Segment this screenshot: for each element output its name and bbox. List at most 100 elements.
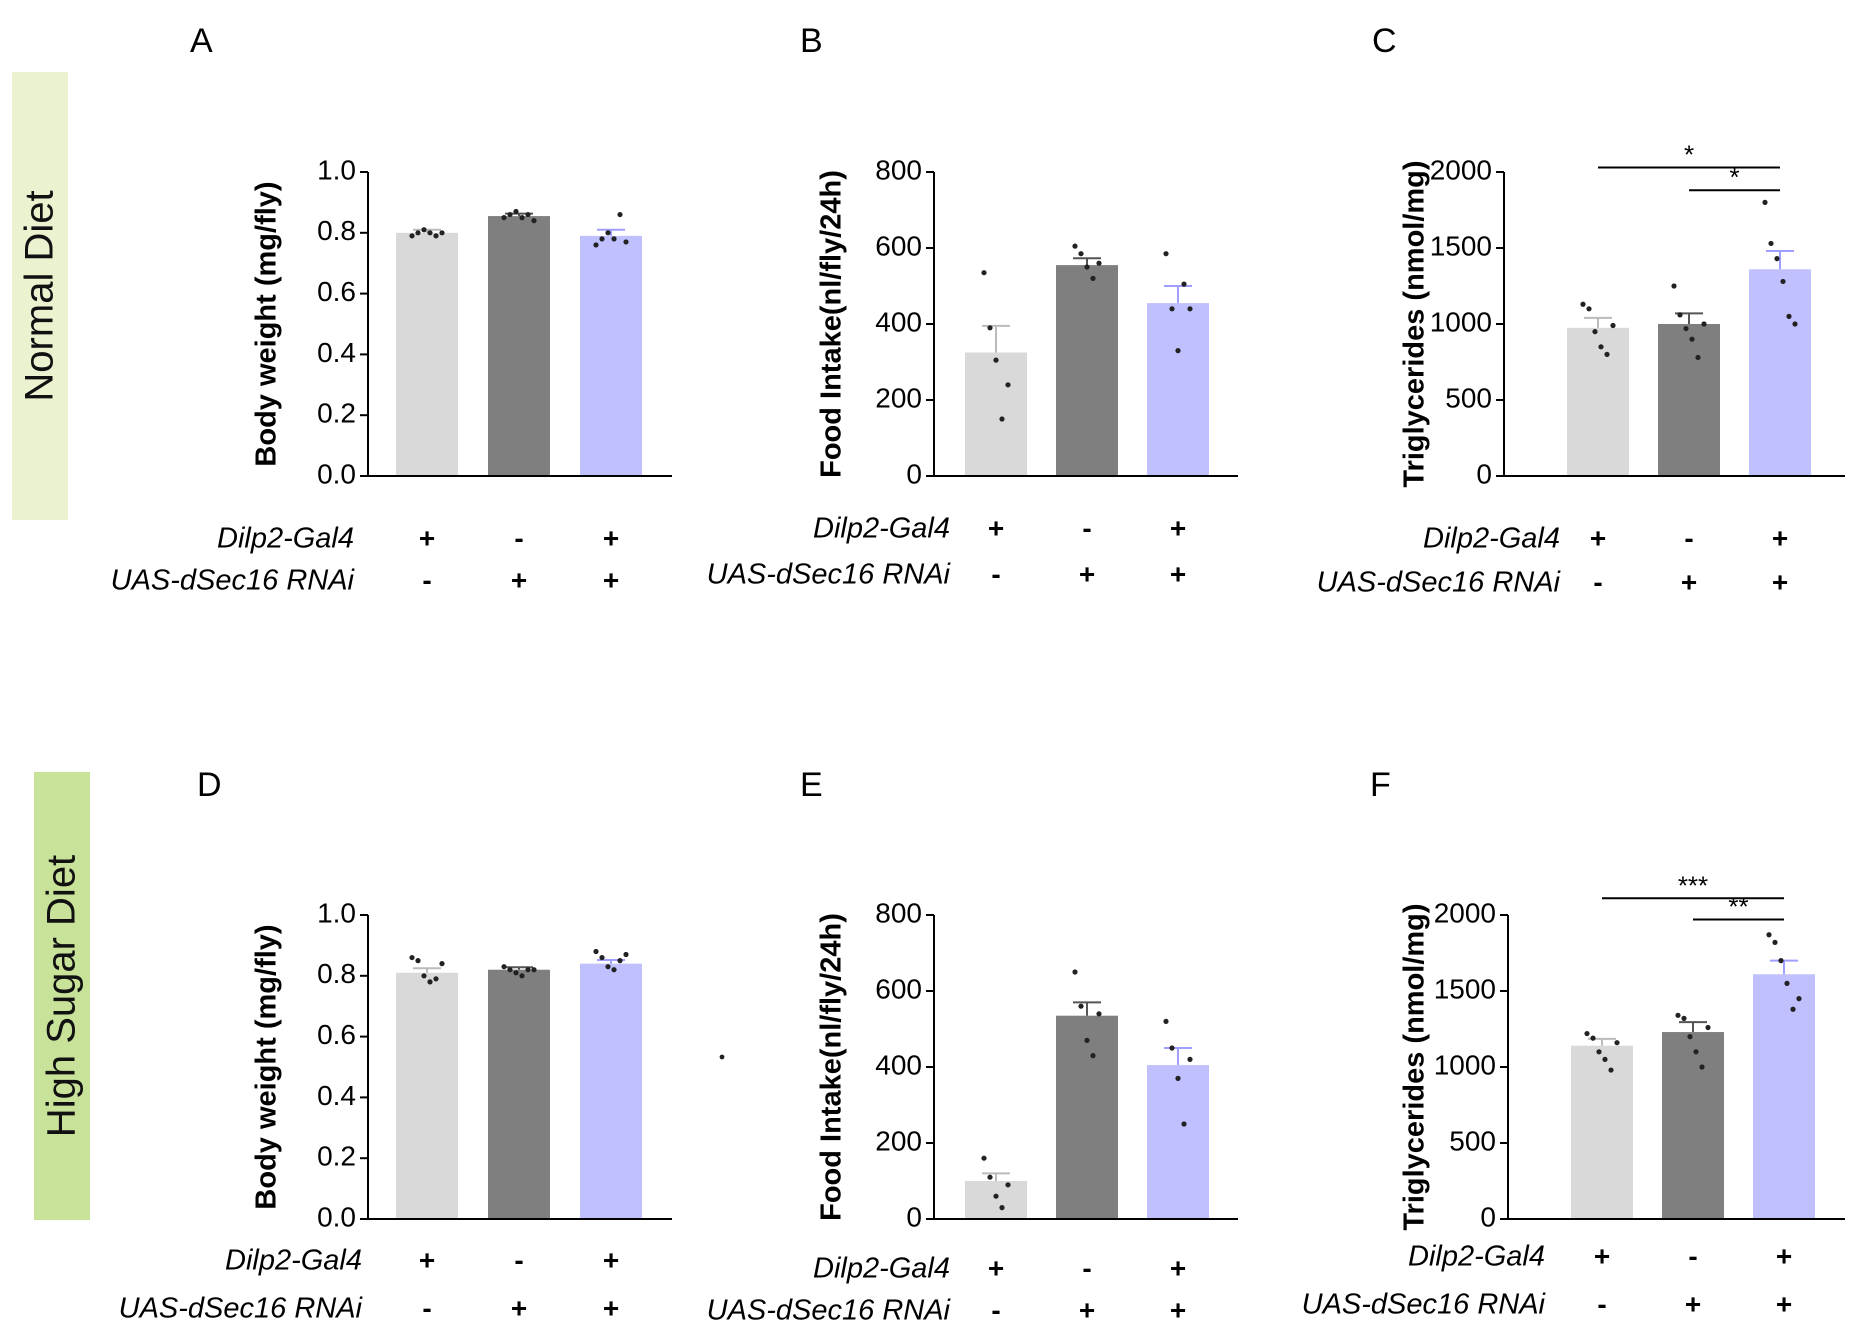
- data-point: [1163, 1018, 1169, 1024]
- data-point: [1681, 1015, 1687, 1021]
- y-axis-label: Food Intake(nl/fly/24h): [816, 170, 848, 478]
- data-point: [507, 211, 513, 218]
- genotype-label: Dilp2-Gal4: [1408, 1241, 1545, 1273]
- data-point: [1181, 281, 1187, 287]
- y-tick-label: 0: [906, 1201, 922, 1232]
- bar-3: [1147, 303, 1209, 476]
- genotype-sign: -: [1597, 1288, 1606, 1319]
- genotype-sign: -: [514, 522, 523, 553]
- y-tick-label: 0: [1476, 458, 1492, 489]
- bar-2: [1056, 265, 1118, 476]
- data-point: [531, 218, 537, 224]
- bar-3: [580, 963, 642, 1219]
- y-tick-label: 600: [875, 973, 922, 1004]
- data-point: [1090, 1053, 1096, 1059]
- data-point: [421, 973, 427, 979]
- genotype-sign: +: [1594, 1240, 1610, 1271]
- data-point: [1590, 1035, 1596, 1041]
- bar-1: [1567, 327, 1629, 476]
- data-point: [611, 967, 617, 973]
- data-point: [1687, 1034, 1693, 1040]
- data-point: [1096, 260, 1102, 266]
- genotype-sign: +: [1079, 1294, 1095, 1325]
- significance-label: *: [1729, 162, 1739, 192]
- y-tick-label: 1000: [1434, 1049, 1496, 1080]
- row-band-normal-diet: Normal Diet: [12, 72, 68, 520]
- data-point: [617, 958, 623, 964]
- genotype-sign: +: [1772, 566, 1788, 597]
- data-point: [617, 211, 623, 218]
- data-point: [1005, 382, 1011, 388]
- bar-2: [1662, 1032, 1724, 1219]
- panel-letter: B: [800, 22, 823, 60]
- data-point: [623, 239, 629, 245]
- data-point: [611, 236, 617, 242]
- data-point: [513, 208, 519, 215]
- data-point: [599, 954, 605, 961]
- y-tick-label: 0.8: [317, 958, 356, 989]
- panel-letter: D: [197, 766, 222, 804]
- data-point: [1181, 1121, 1187, 1127]
- data-point: [1072, 969, 1078, 975]
- significance-label: **: [1728, 892, 1748, 922]
- data-point: [1580, 301, 1586, 307]
- genotype-sign: +: [1170, 512, 1186, 543]
- bar-2: [488, 216, 550, 476]
- data-point: [519, 215, 525, 221]
- data-point: [1701, 321, 1707, 327]
- genotype-sign: +: [1170, 1252, 1186, 1283]
- data-point: [1078, 251, 1084, 257]
- y-tick-label: 600: [875, 230, 922, 261]
- y-tick-label: 0: [906, 458, 922, 489]
- data-point: [1683, 325, 1689, 332]
- genotype-sign: +: [1681, 566, 1697, 597]
- y-tick-label: 0.4: [317, 337, 356, 368]
- data-point: [427, 979, 433, 985]
- data-point: [1774, 256, 1780, 262]
- data-point: [993, 357, 999, 363]
- data-point: [1592, 329, 1598, 335]
- bar-1: [396, 232, 458, 476]
- data-point: [1766, 932, 1772, 938]
- data-point: [1169, 1045, 1175, 1051]
- data-point: [439, 230, 445, 236]
- y-tick-label: 2000: [1430, 154, 1492, 185]
- y-tick-label: 0.6: [317, 1019, 356, 1050]
- y-tick-label: 1500: [1434, 973, 1496, 1004]
- data-point: [599, 236, 605, 242]
- y-tick-label: 1.0: [317, 897, 356, 928]
- genotype-label: Dilp2-Gal4: [225, 1245, 362, 1277]
- bar-3: [1147, 1065, 1209, 1219]
- data-point: [519, 973, 525, 979]
- data-point: [987, 1174, 993, 1180]
- y-tick-label: 1.0: [317, 154, 356, 185]
- data-point: [1693, 1049, 1699, 1055]
- data-point: [433, 233, 439, 239]
- data-point: [525, 211, 531, 218]
- genotype-label: Dilp2-Gal4: [813, 513, 950, 545]
- genotype-sign: -: [422, 564, 431, 595]
- y-tick-label: 0.0: [317, 458, 356, 489]
- y-tick-label: 500: [1449, 1125, 1496, 1156]
- data-point: [1695, 354, 1701, 361]
- genotype-sign: +: [603, 564, 619, 595]
- data-point: [1778, 958, 1784, 964]
- genotype-sign: +: [1079, 558, 1095, 589]
- bar-2: [1056, 1015, 1118, 1219]
- y-tick-label: 0.2: [317, 398, 356, 429]
- row-band-high-sugar-diet: High Sugar Diet: [34, 772, 90, 1220]
- data-point: [409, 233, 415, 239]
- genotype-sign: -: [1082, 1252, 1091, 1283]
- genotype-label: UAS-dSec16 RNAi: [707, 1295, 952, 1327]
- genotype-label: Dilp2-Gal4: [217, 523, 354, 555]
- data-point: [1792, 321, 1798, 327]
- panel-letter: A: [190, 22, 213, 60]
- bar-3: [580, 235, 642, 476]
- bar-1: [965, 352, 1027, 476]
- genotype-sign: +: [1685, 1288, 1701, 1319]
- panel-letter: C: [1372, 22, 1397, 60]
- data-point: [513, 970, 519, 976]
- genotype-sign: +: [603, 522, 619, 553]
